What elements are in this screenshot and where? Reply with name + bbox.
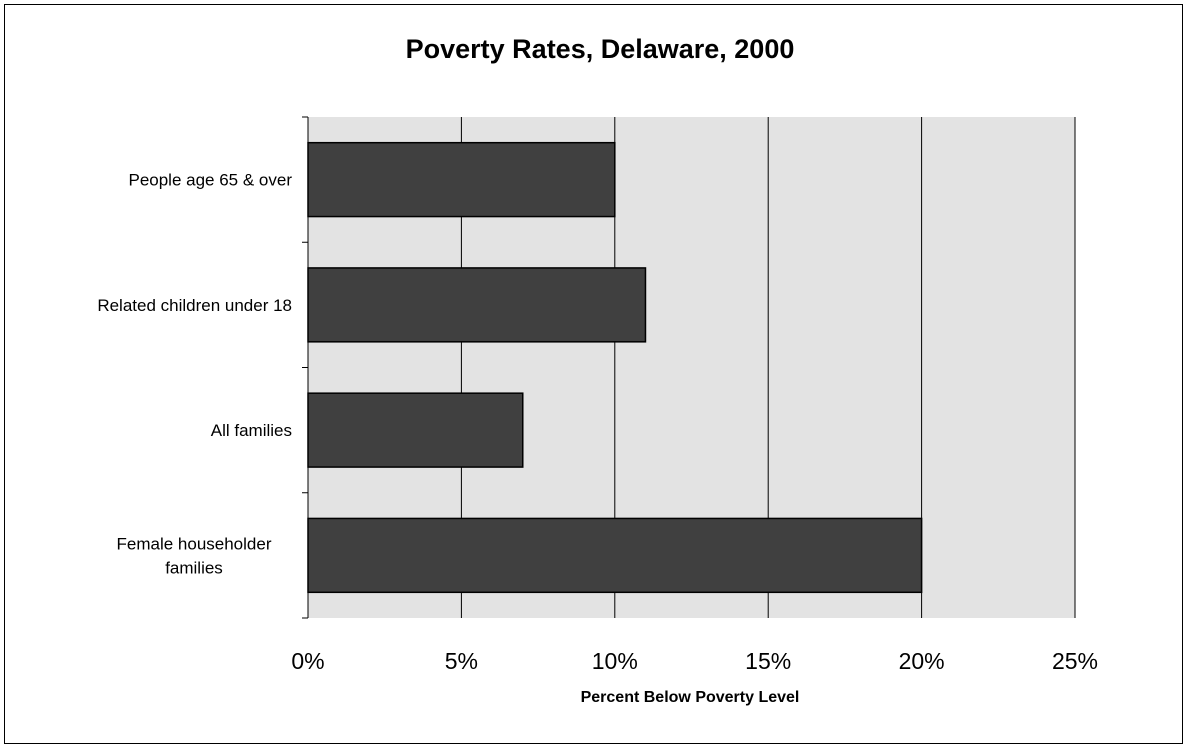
x-axis-title: Percent Below Poverty Level — [581, 689, 800, 706]
x-tick-labels: 0% 5% 10% 15% 20% 25% — [291, 648, 1098, 674]
category-label-1: People age 65 & over — [128, 171, 292, 190]
bar-4 — [307, 517, 923, 594]
bars — [307, 141, 923, 594]
axes — [302, 116, 309, 619]
x-tick-label-1: 5% — [445, 648, 478, 674]
category-label-3: All families — [211, 421, 292, 440]
x-tick-label-2: 10% — [592, 648, 638, 674]
category-label-2: Related children under 18 — [97, 296, 292, 315]
x-tick-label-0: 0% — [291, 648, 324, 674]
bar-2 — [307, 267, 647, 343]
category-label-4: Female householder families — [117, 534, 272, 577]
x-tick-label-3: 15% — [745, 648, 791, 674]
category-labels: People age 65 & over Related children und… — [97, 171, 292, 578]
x-tick-label-4: 20% — [899, 648, 945, 674]
chart-title: Poverty Rates, Delaware, 2000 — [406, 34, 795, 64]
bar-1 — [307, 141, 616, 218]
x-tick-label-5: 25% — [1052, 648, 1098, 674]
bar-3 — [307, 392, 524, 468]
